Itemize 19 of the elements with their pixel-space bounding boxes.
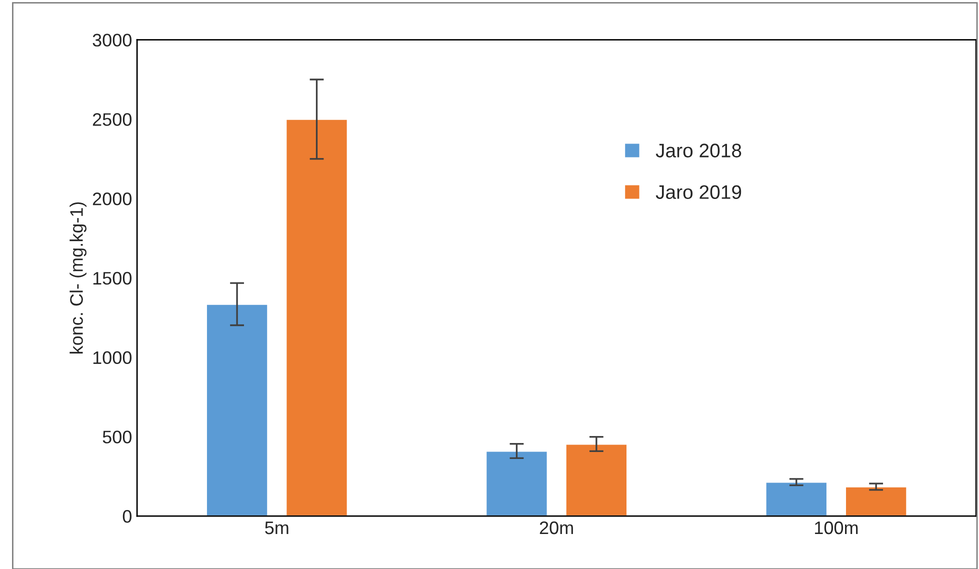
x-tick-label: 100m — [815, 521, 858, 534]
legend-label: Jaro 2019 — [656, 185, 742, 200]
bar — [285, 118, 348, 516]
bar — [485, 450, 548, 516]
bar — [206, 303, 268, 516]
x-tick-label: 20m — [540, 521, 573, 534]
y-tick-label: 0 — [122, 510, 132, 523]
y-tick-label: 2000 — [92, 192, 132, 206]
y-tick-label: 2500 — [92, 113, 132, 126]
y-axis-title: konc. Cl- (mg.kg-1) — [70, 202, 86, 354]
y-tick-label: 3000 — [92, 34, 132, 47]
y-tick-label: 1000 — [93, 351, 132, 364]
bar — [844, 486, 908, 516]
bar — [564, 443, 628, 516]
legend-label: Jaro 2018 — [656, 144, 742, 158]
y-tick-label: 500 — [102, 430, 132, 444]
y-tick-label: 1500 — [93, 272, 132, 285]
x-tick-label: 5m — [265, 522, 288, 534]
bar — [764, 481, 828, 516]
